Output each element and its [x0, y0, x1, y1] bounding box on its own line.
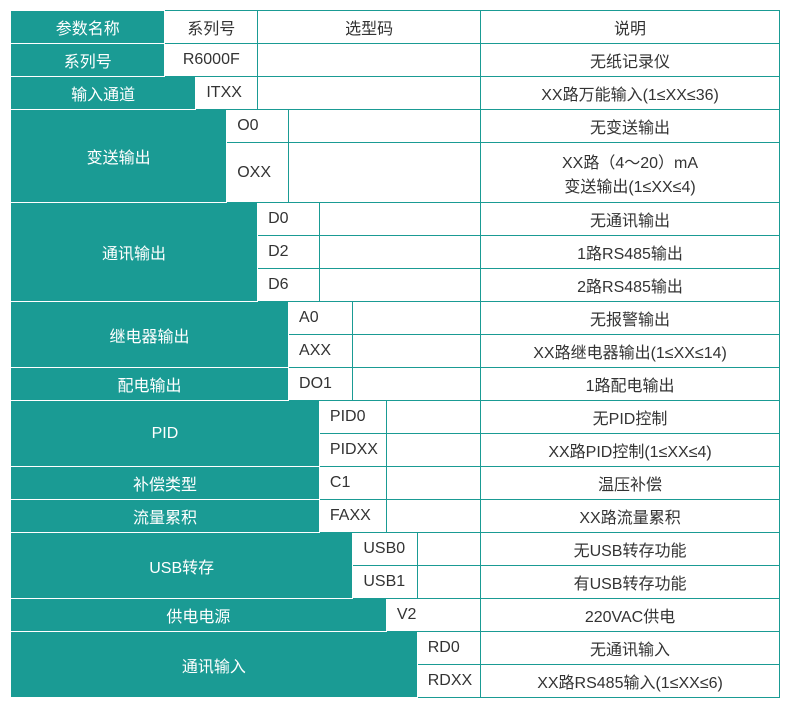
comm-out-desc-2: 1路RS485输出 [481, 236, 780, 269]
comm-in-desc-2: XX路RS485输入(1≤XX≤6) [481, 665, 780, 698]
flow-acc-code: FAXX [319, 500, 386, 533]
comm-out-desc-1: 无通讯输出 [481, 203, 780, 236]
comm-in-label: 通讯输入 [11, 632, 418, 698]
header-row: 参数名称 系列号 选型码 说明 [11, 11, 780, 44]
spec-table: 参数名称 系列号 选型码 说明 系列号 R6000F 无纸记录仪 输入通道 IT… [10, 10, 780, 698]
comm-out-code-2: D2 [258, 236, 320, 269]
row-power-out: 配电输出 DO1 1路配电输出 [11, 368, 780, 401]
usb-code-2: USB1 [353, 566, 417, 599]
pid-code-1: PID0 [319, 401, 386, 434]
power-out-code: DO1 [289, 368, 353, 401]
row-flow-acc: 流量累积 FAXX XX路流量累积 [11, 500, 780, 533]
row-power: 供电电源 V2 220VAC供电 [11, 599, 780, 632]
trans-out-code-1: O0 [227, 110, 289, 143]
trans-out-code-2: OXX [227, 143, 289, 203]
comp-type-label: 补偿类型 [11, 467, 320, 500]
trans-out-label: 变送输出 [11, 110, 227, 203]
row-relay-out-1: 继电器输出 A0 无报警输出 [11, 302, 780, 335]
comm-out-label: 通讯输出 [11, 203, 258, 302]
hdr-type-code: 选型码 [258, 11, 481, 44]
input-ch-desc: XX路万能输入(1≤XX≤36) [481, 77, 780, 110]
row-pid-1: PID PID0 无PID控制 [11, 401, 780, 434]
power-desc: 220VAC供电 [481, 599, 780, 632]
row-comp-type: 补偿类型 C1 温压补偿 [11, 467, 780, 500]
row-comm-out-1: 通讯输出 D0 无通讯输出 [11, 203, 780, 236]
input-ch-code: ITXX [196, 77, 258, 110]
hdr-series-no: 系列号 [165, 11, 258, 44]
relay-out-desc-1: 无报警输出 [481, 302, 780, 335]
comm-in-desc-1: 无通讯输入 [481, 632, 780, 665]
comm-out-code-1: D0 [258, 203, 320, 236]
hdr-desc: 说明 [481, 11, 780, 44]
comm-in-code-1: RD0 [417, 632, 480, 665]
row-comm-in-1: 通讯输入 RD0 无通讯输入 [11, 632, 780, 665]
usb-desc-1: 无USB转存功能 [481, 533, 780, 566]
row-trans-out-1: 变送输出 O0 无变送输出 [11, 110, 780, 143]
flow-acc-label: 流量累积 [11, 500, 320, 533]
comm-in-code-2: RDXX [417, 665, 480, 698]
row-input-channel: 输入通道 ITXX XX路万能输入(1≤XX≤36) [11, 77, 780, 110]
relay-out-label: 继电器输出 [11, 302, 289, 368]
pid-desc-2: XX路PID控制(1≤XX≤4) [481, 434, 780, 467]
comm-out-desc-3: 2路RS485输出 [481, 269, 780, 302]
hdr-param-name: 参数名称 [11, 11, 165, 44]
comm-out-code-3: D6 [258, 269, 320, 302]
power-code: V2 [386, 599, 480, 632]
trans-out-desc-2-line2: 变送输出(1≤XX≤4) [564, 179, 695, 196]
series-label: 系列号 [11, 44, 165, 77]
usb-code-1: USB0 [353, 533, 417, 566]
flow-acc-desc: XX路流量累积 [481, 500, 780, 533]
input-ch-label: 输入通道 [11, 77, 196, 110]
comp-type-code: C1 [319, 467, 386, 500]
pid-label: PID [11, 401, 320, 467]
relay-out-code-1: A0 [289, 302, 353, 335]
trans-out-desc-2: XX路（4～20）mA 变送输出(1≤XX≤4) [481, 143, 780, 203]
series-desc: 无纸记录仪 [481, 44, 780, 77]
trans-out-desc-2-line1: XX路（4～20）mA [562, 155, 698, 172]
relay-out-code-2: AXX [289, 335, 353, 368]
trans-out-desc-1: 无变送输出 [481, 110, 780, 143]
pid-desc-1: 无PID控制 [481, 401, 780, 434]
power-out-desc: 1路配电输出 [481, 368, 780, 401]
relay-out-desc-2: XX路继电器输出(1≤XX≤14) [481, 335, 780, 368]
pid-code-2: PIDXX [319, 434, 386, 467]
row-usb-1: USB转存 USB0 无USB转存功能 [11, 533, 780, 566]
usb-label: USB转存 [11, 533, 353, 599]
power-out-label: 配电输出 [11, 368, 289, 401]
usb-desc-2: 有USB转存功能 [481, 566, 780, 599]
row-series: 系列号 R6000F 无纸记录仪 [11, 44, 780, 77]
comp-type-desc: 温压补偿 [481, 467, 780, 500]
power-label: 供电电源 [11, 599, 387, 632]
series-code: R6000F [165, 44, 258, 77]
